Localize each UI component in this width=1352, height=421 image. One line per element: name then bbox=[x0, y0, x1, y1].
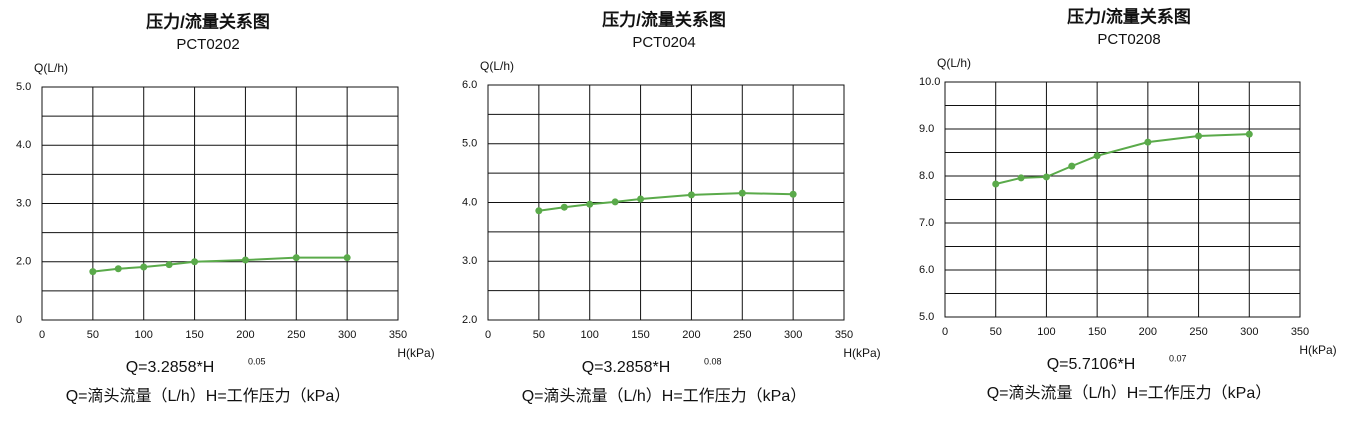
formula-exponent: 0.08 bbox=[704, 356, 722, 366]
point bbox=[535, 207, 543, 215]
formula: Q=3.2858*H bbox=[582, 359, 671, 376]
y-tick-label: 5.0 bbox=[919, 311, 934, 323]
point bbox=[89, 268, 97, 276]
x-tick-label: 300 bbox=[784, 329, 802, 341]
x-axis-label: H(kPa) bbox=[397, 346, 434, 360]
footnote: Q=滴头流量（L/h）H=工作压力（kPa） bbox=[66, 387, 351, 405]
point bbox=[687, 191, 695, 199]
x-tick-label: 50 bbox=[533, 329, 545, 341]
x-tick-label: 100 bbox=[1037, 326, 1055, 338]
x-tick-label: 250 bbox=[1189, 326, 1207, 338]
x-tick-label: 200 bbox=[682, 329, 700, 341]
chart-subtitle: PCT0202 bbox=[176, 36, 239, 53]
point bbox=[1144, 138, 1152, 146]
chart-title: 压力/流量关系图 bbox=[602, 9, 726, 29]
x-tick-label: 0 bbox=[485, 329, 491, 341]
y-tick-label: 7.0 bbox=[919, 217, 934, 229]
x-tick-label: 300 bbox=[338, 329, 356, 341]
x-tick-label: 300 bbox=[1240, 326, 1258, 338]
y-tick-label: 2.0 bbox=[462, 314, 477, 326]
point bbox=[1068, 162, 1076, 170]
chart-subtitle: PCT0208 bbox=[1097, 31, 1160, 48]
y-tick-label: 9.0 bbox=[919, 123, 934, 135]
x-tick-label: 250 bbox=[287, 329, 305, 341]
x-tick-label: 150 bbox=[631, 329, 649, 341]
x-tick-label: 350 bbox=[1291, 326, 1309, 338]
chart-title: 压力/流量关系图 bbox=[1067, 6, 1191, 26]
point bbox=[789, 190, 797, 198]
point bbox=[611, 198, 619, 206]
point bbox=[637, 195, 645, 203]
chart-subtitle: PCT0204 bbox=[632, 34, 695, 51]
footnote: Q=滴头流量（L/h）H=工作压力（kPa） bbox=[987, 384, 1272, 402]
x-tick-label: 100 bbox=[581, 329, 599, 341]
point bbox=[191, 258, 199, 266]
x-tick-label: 200 bbox=[1139, 326, 1157, 338]
chart-title: 压力/流量关系图 bbox=[146, 11, 270, 31]
y-tick-label: 5.0 bbox=[462, 138, 477, 150]
x-tick-label: 150 bbox=[1088, 326, 1106, 338]
point bbox=[140, 263, 148, 271]
x-tick-label: 50 bbox=[87, 329, 99, 341]
point bbox=[1093, 152, 1101, 160]
x-tick-label: 0 bbox=[39, 329, 45, 341]
x-tick-label: 50 bbox=[990, 326, 1002, 338]
x-axis-label: H(kPa) bbox=[1299, 343, 1336, 357]
x-tick-label: 100 bbox=[135, 329, 153, 341]
line bbox=[538, 192, 794, 212]
y-tick-label: 5.0 bbox=[16, 81, 31, 93]
x-tick-label: 150 bbox=[185, 329, 203, 341]
point bbox=[114, 265, 122, 273]
y-tick-label: 3.0 bbox=[462, 255, 477, 267]
point bbox=[560, 203, 568, 211]
x-tick-label: 350 bbox=[835, 329, 853, 341]
point bbox=[1017, 174, 1025, 182]
x-tick-label: 350 bbox=[389, 329, 407, 341]
x-tick-label: 250 bbox=[733, 329, 751, 341]
formula: Q=5.7106*H bbox=[1047, 356, 1136, 373]
point bbox=[738, 189, 746, 197]
y-axis-label: Q(L/h) bbox=[937, 56, 971, 70]
point bbox=[992, 180, 1000, 188]
y-tick-label: 0 bbox=[16, 314, 22, 326]
point bbox=[343, 254, 351, 262]
y-tick-label: 4.0 bbox=[462, 196, 477, 208]
y-tick-label: 8.0 bbox=[919, 170, 934, 182]
point bbox=[1245, 130, 1253, 138]
footnote: Q=滴头流量（L/h）H=工作压力（kPa） bbox=[522, 387, 807, 405]
y-tick-label: 6.0 bbox=[919, 264, 934, 276]
formula-exponent: 0.07 bbox=[1169, 353, 1187, 363]
point bbox=[165, 261, 173, 269]
x-tick-label: 200 bbox=[236, 329, 254, 341]
point bbox=[1042, 173, 1050, 181]
point bbox=[586, 200, 594, 208]
y-tick-label: 6.0 bbox=[462, 79, 477, 91]
x-tick-label: 0 bbox=[942, 326, 948, 338]
y-tick-label: 2.0 bbox=[16, 256, 31, 268]
line bbox=[92, 256, 348, 273]
y-tick-label: 3.0 bbox=[16, 197, 31, 209]
x-axis-label: H(kPa) bbox=[843, 346, 880, 360]
point bbox=[241, 256, 249, 264]
y-tick-label: 4.0 bbox=[16, 139, 31, 151]
y-axis-label: Q(L/h) bbox=[480, 59, 514, 73]
formula-exponent: 0.05 bbox=[248, 356, 266, 366]
line bbox=[995, 133, 1250, 185]
point bbox=[1195, 132, 1203, 140]
y-axis-label: Q(L/h) bbox=[34, 61, 68, 75]
formula: Q=3.2858*H bbox=[126, 359, 215, 376]
point bbox=[292, 254, 300, 262]
y-tick-label: 10.0 bbox=[919, 76, 940, 88]
